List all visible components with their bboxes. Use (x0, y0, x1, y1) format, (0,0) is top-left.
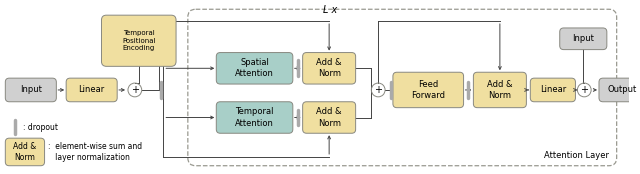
FancyBboxPatch shape (599, 78, 640, 102)
Text: Attention Layer: Attention Layer (544, 151, 609, 160)
FancyBboxPatch shape (5, 78, 56, 102)
FancyBboxPatch shape (66, 78, 117, 102)
Text: Spatial
Attention: Spatial Attention (235, 58, 274, 78)
FancyBboxPatch shape (303, 53, 356, 84)
FancyBboxPatch shape (531, 78, 575, 102)
FancyBboxPatch shape (5, 138, 45, 166)
Text: Linear: Linear (540, 85, 566, 94)
FancyBboxPatch shape (474, 72, 526, 108)
Text: Input: Input (20, 85, 42, 94)
Text: Add &
Norm: Add & Norm (316, 108, 342, 128)
Text: Linear: Linear (79, 85, 105, 94)
Text: Feed
Forward: Feed Forward (412, 80, 445, 100)
FancyBboxPatch shape (102, 15, 176, 66)
Text: +: + (580, 85, 588, 95)
Text: Temporal
Positional
Encoding: Temporal Positional Encoding (122, 30, 156, 51)
Text: :  element-wise sum and
   layer normalization: : element-wise sum and layer normalizati… (47, 141, 141, 162)
FancyBboxPatch shape (393, 72, 463, 108)
Text: L x: L x (323, 5, 337, 15)
Text: Output: Output (608, 85, 637, 94)
Text: Temporal
Attention: Temporal Attention (235, 108, 274, 128)
Text: +: + (131, 85, 139, 95)
Text: Input: Input (572, 34, 594, 43)
FancyBboxPatch shape (216, 102, 293, 133)
Text: +: + (374, 85, 382, 95)
FancyBboxPatch shape (216, 53, 293, 84)
FancyBboxPatch shape (560, 28, 607, 50)
Text: : dropout: : dropout (23, 123, 58, 132)
Text: Add &
Norm: Add & Norm (316, 58, 342, 78)
FancyBboxPatch shape (303, 102, 356, 133)
Text: Add &
Norm: Add & Norm (487, 80, 513, 100)
Text: Add &
Norm: Add & Norm (13, 142, 36, 162)
